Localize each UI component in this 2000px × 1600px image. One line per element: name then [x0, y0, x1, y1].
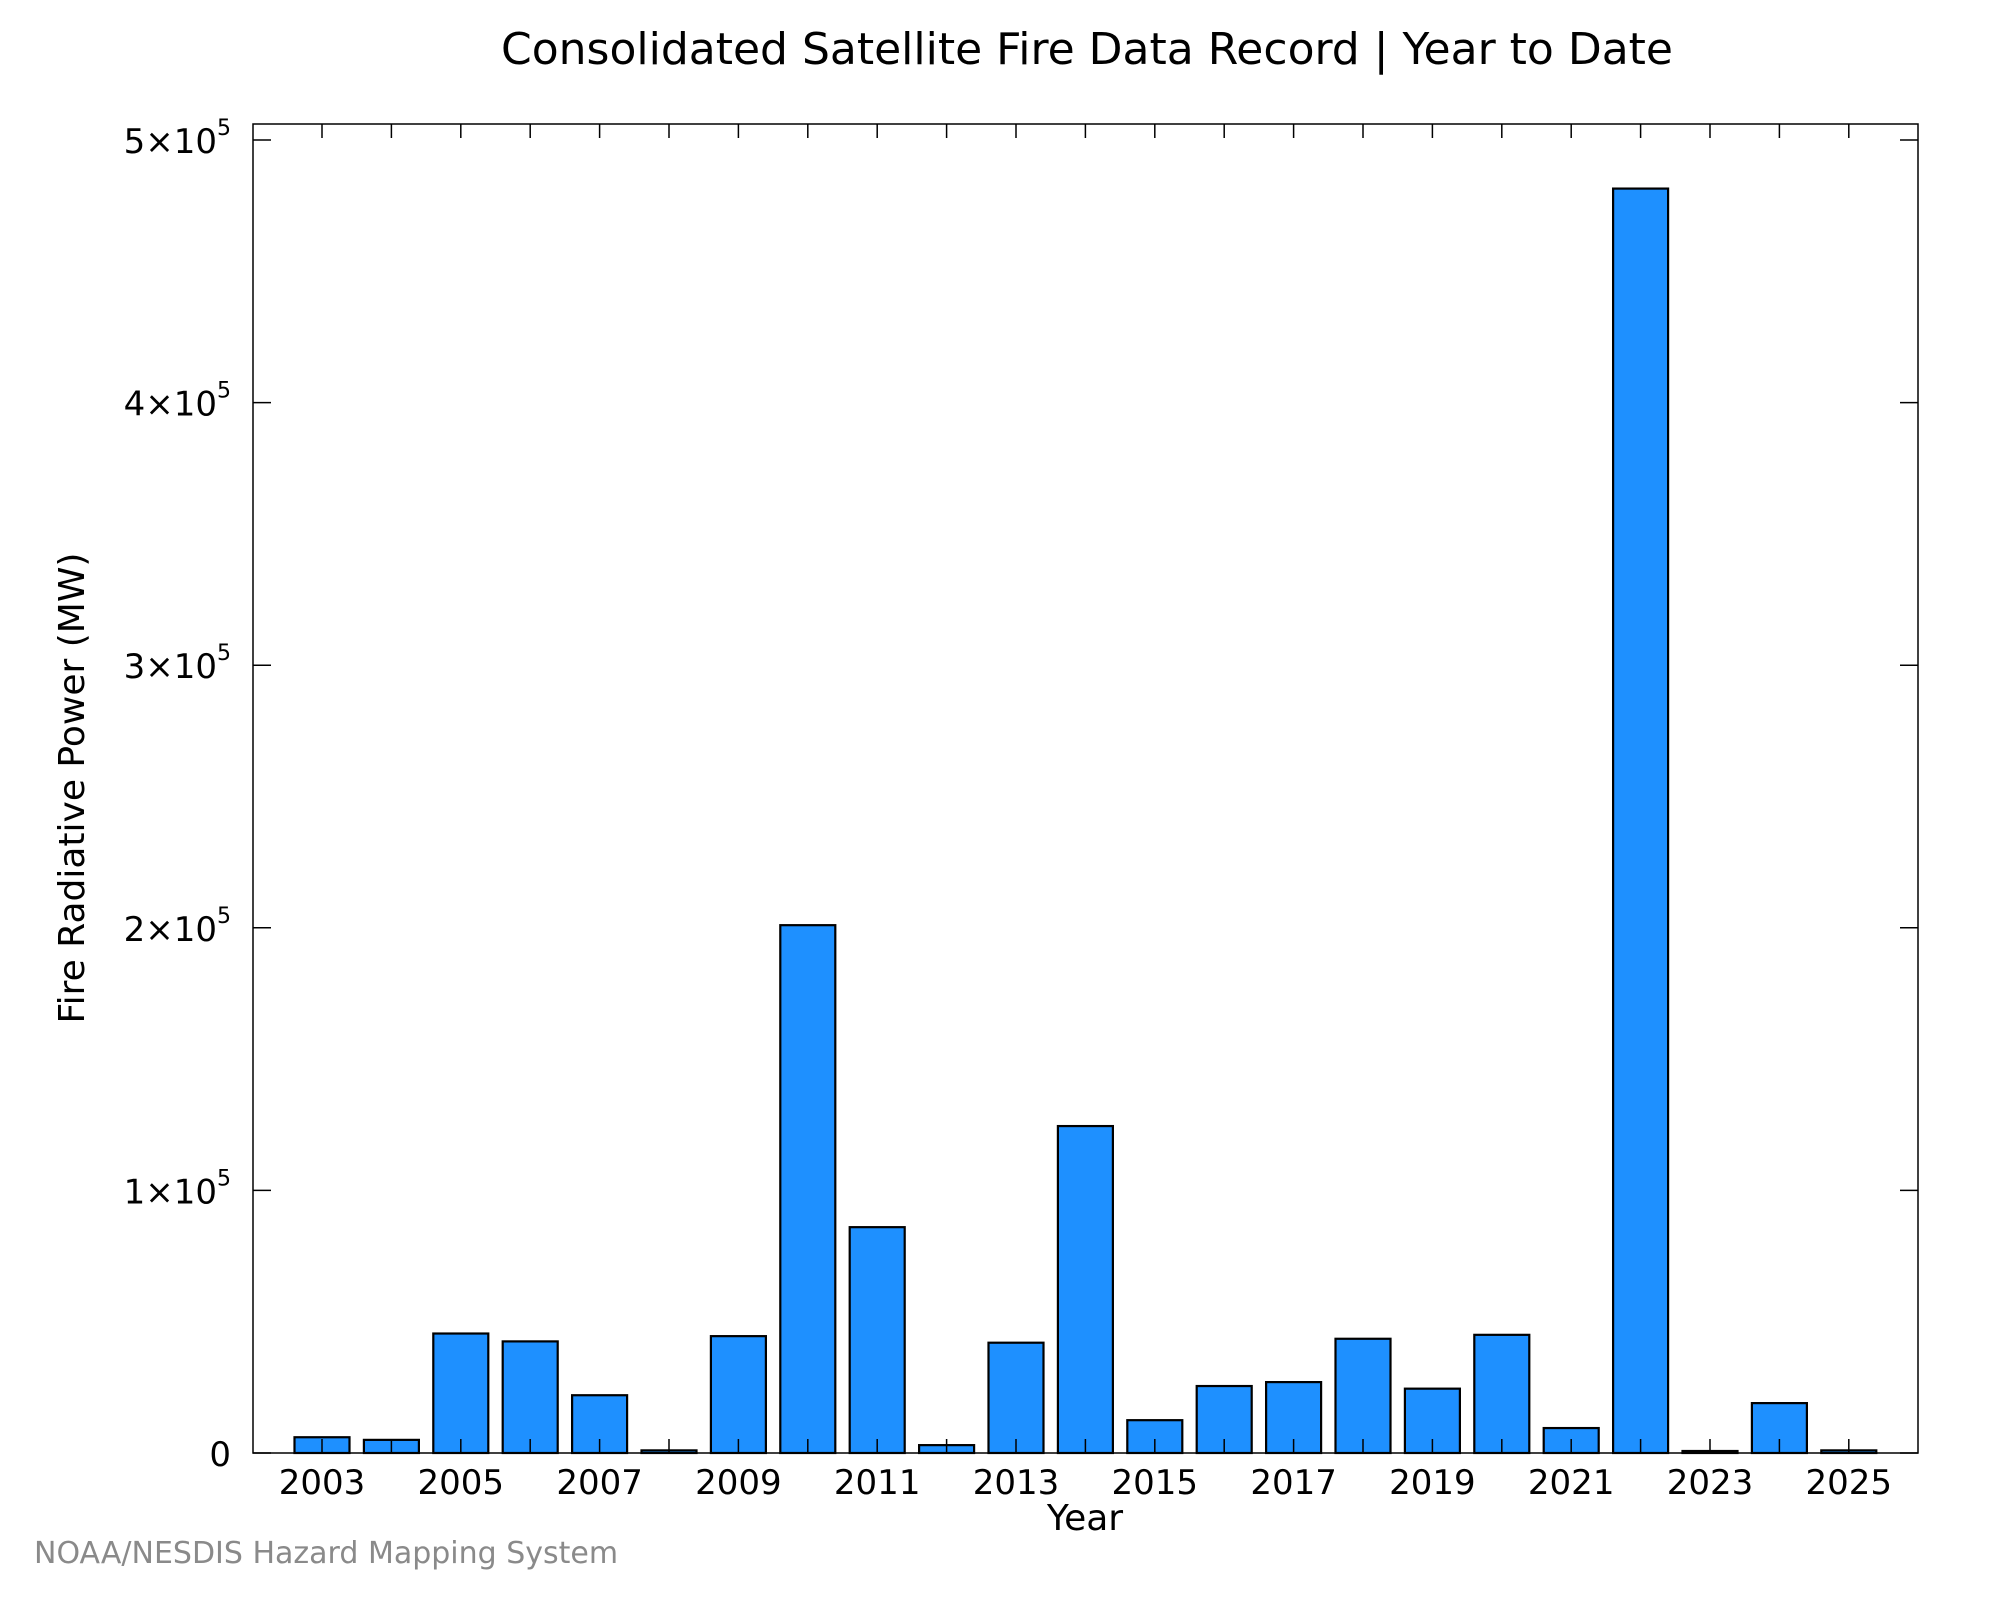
- x-tick-label-2021: 2021: [1528, 1463, 1615, 1503]
- x-tick-label-2005: 2005: [418, 1463, 505, 1503]
- y-tick-label: 2×105: [124, 904, 231, 950]
- x-tick-label-2013: 2013: [973, 1463, 1060, 1503]
- y-axis-label: Fire Radiative Power (MW): [52, 553, 93, 1024]
- y-tick-label: 4×105: [124, 379, 231, 425]
- x-tick-label-2025: 2025: [1806, 1463, 1893, 1503]
- x-tick-label-2023: 2023: [1667, 1463, 1754, 1503]
- x-tick-label-2003: 2003: [279, 1463, 366, 1503]
- x-tick-label-2007: 2007: [556, 1463, 643, 1503]
- bars-group: [293, 187, 1878, 1455]
- chart-title: Consolidated Satellite Fire Data Record …: [501, 24, 1673, 75]
- y-tick-label: 3×105: [124, 641, 231, 687]
- y-tick-label: 1×105: [124, 1166, 231, 1212]
- bar-2013: [987, 1341, 1045, 1455]
- bar-2005: [432, 1332, 490, 1455]
- x-axis: 2003 2005 2007 2009 2011 2013 2015 2017 2019 2021…: [279, 124, 1892, 1503]
- y-axis: 0 1×105 2×105 3×105 4×105 5×105: [124, 116, 1918, 1475]
- y-tick-label: 0: [209, 1435, 231, 1475]
- bar-2020: [1473, 1333, 1531, 1455]
- x-tick-label-2019: 2019: [1389, 1463, 1476, 1503]
- x-tick-label-2017: 2017: [1250, 1463, 1337, 1503]
- bar-2014: [1056, 1124, 1115, 1455]
- bar-2018: [1334, 1337, 1392, 1455]
- x-tick-label-2009: 2009: [695, 1463, 782, 1503]
- bar-2009: [709, 1335, 768, 1455]
- source-credit: NOAA/NESDIS Hazard Mapping System: [34, 1536, 619, 1571]
- x-tick-label-2011: 2011: [834, 1463, 921, 1503]
- x-tick-label-2015: 2015: [1112, 1463, 1199, 1503]
- bar-2010: [779, 924, 837, 1455]
- x-axis-label: Year: [1046, 1498, 1123, 1539]
- bar-2006: [501, 1340, 559, 1455]
- bar-2022: [1611, 187, 1670, 1455]
- bar-2011: [848, 1226, 906, 1455]
- y-tick-label: 5×105: [124, 116, 231, 162]
